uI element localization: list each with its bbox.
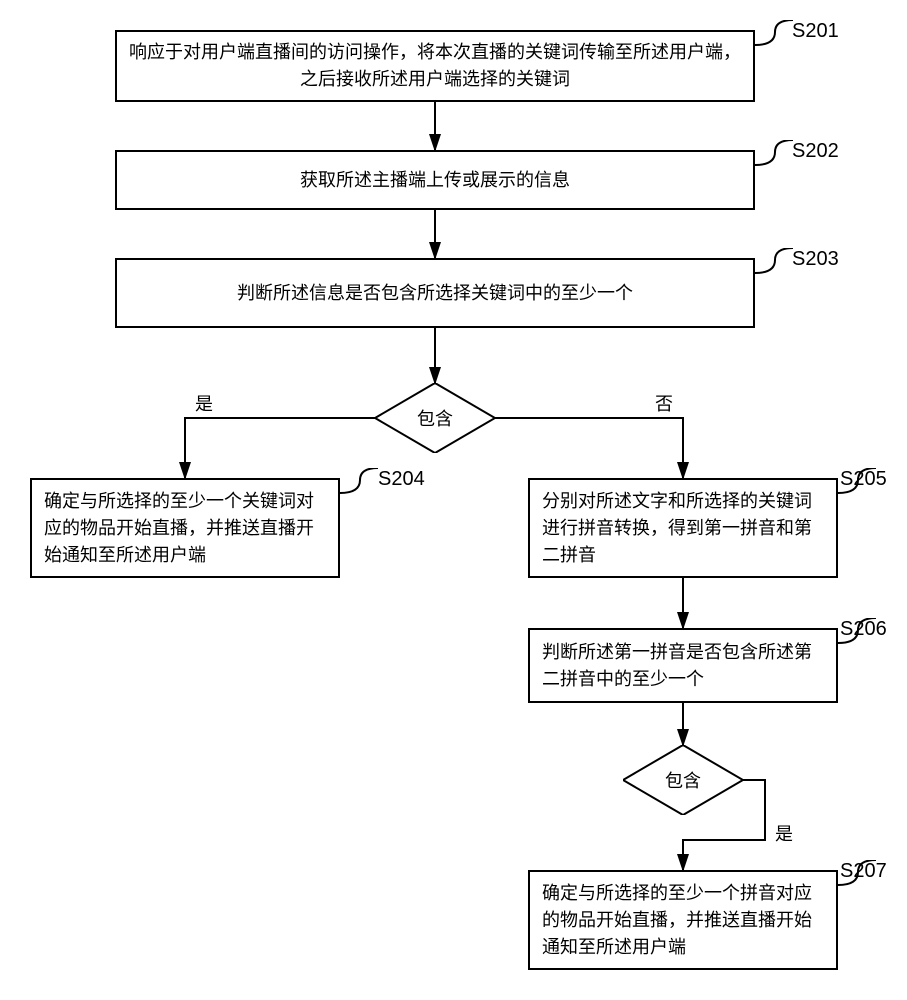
step-text: 响应于对用户端直播间的访问操作，将本次直播的关键词传输至所述用户端，之后接收所述… [129, 39, 741, 93]
step-text: 分别对所述文字和所选择的关键词进行拼音转换，得到第一拼音和第二拼音 [542, 488, 824, 569]
branch-yes-label: 是 [195, 390, 213, 416]
branch-no-label: 否 [655, 390, 673, 416]
branch-yes-label: 是 [775, 820, 793, 846]
step-s205: 分别对所述文字和所选择的关键词进行拼音转换，得到第一拼音和第二拼音 [528, 478, 838, 578]
step-label: S202 [792, 140, 839, 163]
flowchart-diagram: 响应于对用户端直播间的访问操作，将本次直播的关键词传输至所述用户端，之后接收所述… [20, 20, 887, 980]
step-label: S203 [792, 248, 839, 271]
label-bracket [838, 860, 878, 890]
decision-text: 包含 [665, 767, 701, 793]
step-s203: 判断所述信息是否包含所选择关键词中的至少一个 [115, 258, 755, 328]
label-text: S202 [792, 140, 839, 162]
step-s207: 确定与所选择的至少一个拼音对应的物品开始直播，并推送直播开始通知至所述用户端 [528, 870, 838, 970]
label-bracket [755, 20, 795, 50]
step-text: 判断所述第一拼音是否包含所述第二拼音中的至少一个 [542, 639, 824, 693]
label-text: S203 [792, 248, 839, 270]
label-text: S204 [378, 468, 425, 490]
label-text: S201 [792, 20, 839, 42]
label-bracket [755, 140, 795, 170]
label-bracket [838, 618, 878, 648]
step-text: 确定与所选择的至少一个拼音对应的物品开始直播，并推送直播开始通知至所述用户端 [542, 880, 824, 961]
step-label: S201 [792, 20, 839, 43]
step-label: S204 [378, 468, 425, 491]
step-s204: 确定与所选择的至少一个关键词对应的物品开始直播，并推送直播开始通知至所述用户端 [30, 478, 340, 578]
step-text: 确定与所选择的至少一个关键词对应的物品开始直播，并推送直播开始通知至所述用户端 [44, 488, 326, 569]
step-text: 获取所述主播端上传或展示的信息 [300, 167, 570, 194]
step-text: 判断所述信息是否包含所选择关键词中的至少一个 [237, 280, 633, 307]
decision-d1: 包含 [375, 383, 495, 453]
step-s201: 响应于对用户端直播间的访问操作，将本次直播的关键词传输至所述用户端，之后接收所述… [115, 30, 755, 102]
step-s202: 获取所述主播端上传或展示的信息 [115, 150, 755, 210]
decision-text: 包含 [417, 405, 453, 431]
label-bracket [755, 248, 795, 278]
decision-d2: 包含 [623, 745, 743, 815]
step-s206: 判断所述第一拼音是否包含所述第二拼音中的至少一个 [528, 628, 838, 703]
label-bracket [838, 468, 878, 498]
label-bracket [340, 468, 380, 498]
